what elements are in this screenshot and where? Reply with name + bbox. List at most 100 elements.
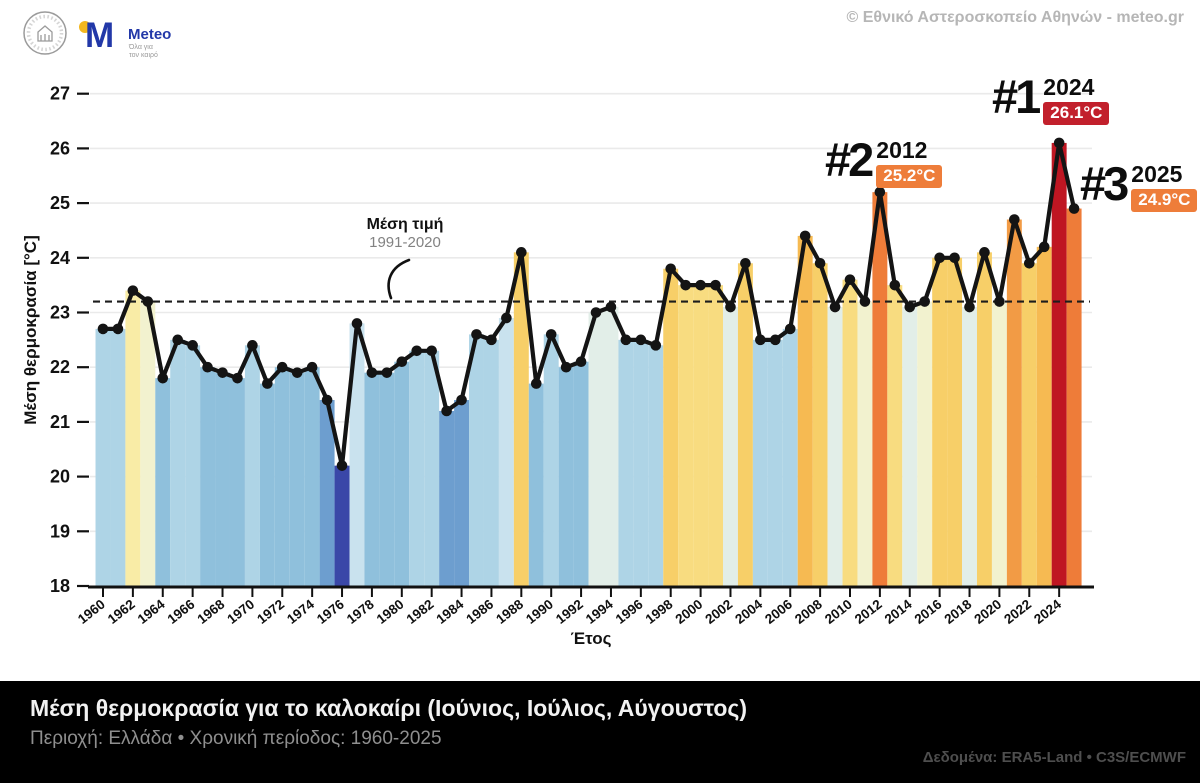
data-point-1967: [202, 361, 213, 373]
bar-1969: [229, 378, 245, 586]
x-tick-label: 1984: [433, 596, 466, 627]
bar-1971: [259, 383, 275, 586]
bar-1996: [633, 339, 649, 586]
annotation-rank-3: #3 2025 24.9°C: [1080, 157, 1198, 212]
bar-2021: [1006, 219, 1022, 586]
bar-2002: [723, 307, 738, 586]
x-tick-label: 1986: [463, 596, 496, 627]
x-tick-label: 2004: [732, 596, 765, 627]
x-axis-title: Έτος: [570, 629, 612, 648]
data-point-2019: [979, 247, 990, 258]
data-point-2007: [799, 230, 811, 242]
bar-1970: [244, 345, 260, 586]
data-point-2008: [814, 257, 826, 269]
x-tick-label: 1972: [254, 597, 287, 627]
bar-1978: [364, 372, 380, 586]
data-point-1991: [560, 361, 572, 373]
bar-1990: [543, 334, 559, 586]
annotation-rank-2: #2 2012 25.2°C: [825, 136, 943, 188]
bar-2003: [737, 263, 753, 586]
data-point-2012: [874, 186, 886, 198]
data-point-1978: [366, 367, 378, 378]
bar-2011: [857, 301, 873, 586]
y-tick-label: 27: [50, 84, 70, 104]
data-point-1969: [232, 372, 243, 384]
x-tick-label: 1974: [284, 596, 317, 627]
data-point-1999: [680, 279, 691, 291]
y-tick-label: 21: [50, 412, 70, 432]
data-point-1985: [471, 329, 482, 340]
bar-1964: [155, 378, 171, 586]
bar-1989: [528, 383, 544, 586]
bar-2015: [917, 301, 933, 586]
data-point-1995: [620, 334, 632, 346]
footer-bar: Μέση θερμοκρασία για το καλοκαίρι (Ιούνι…: [0, 681, 1200, 783]
meteo-logo-tagline: τον καιρό: [129, 52, 158, 59]
annotation-rank-1: #1 2024 26.1°C: [992, 70, 1110, 125]
x-tick-label: 1976: [314, 596, 347, 627]
meteo-logo: M Meteo Όλα για τον καιρό: [78, 12, 198, 60]
bar-1980: [394, 361, 410, 586]
x-tick-label: 1994: [583, 596, 616, 627]
chart-subtitle: Περιοχή: Ελλάδα • Χρονική περίοδος: 1960…: [30, 728, 442, 749]
data-point-2024: [1053, 137, 1065, 149]
bar-1988: [513, 252, 529, 586]
data-point-2003: [740, 257, 751, 269]
rank-number: #1: [992, 70, 1041, 123]
bar-1982: [424, 350, 440, 586]
data-point-2020: [994, 296, 1005, 307]
x-tick-label: 2024: [1031, 596, 1064, 627]
x-tick-label: 1992: [553, 597, 586, 627]
data-point-2014: [904, 301, 916, 313]
rank-number: #3: [1080, 157, 1129, 210]
bar-1999: [678, 285, 694, 586]
bar-2007: [797, 235, 813, 587]
bar-2000: [693, 285, 709, 586]
bar-1975: [319, 400, 335, 586]
x-tick-label: 1988: [493, 596, 526, 627]
data-source-text: Δεδομένα: ERA5-Land • C3S/ECMWF: [922, 749, 1186, 766]
data-point-2009: [829, 301, 841, 313]
bar-2019: [976, 252, 992, 586]
rank-year: 2012: [876, 137, 928, 163]
data-point-1994: [605, 301, 617, 313]
bar-1960: [95, 328, 111, 586]
data-point-1993: [590, 307, 602, 318]
meteo-logo-name: Meteo: [128, 26, 172, 43]
data-point-1988: [516, 247, 527, 258]
data-point-1966: [187, 340, 198, 351]
data-point-1998: [665, 263, 677, 275]
data-point-2004: [755, 334, 766, 346]
bar-1976: [334, 465, 350, 586]
data-point-1992: [575, 356, 587, 368]
x-tick-label: 2012: [852, 597, 885, 627]
data-point-1982: [426, 345, 437, 357]
bar-1997: [648, 345, 664, 586]
data-point-1960: [97, 323, 109, 335]
x-tick-label: 1966: [165, 596, 198, 627]
data-point-1970: [247, 340, 258, 351]
observatory-seal-logo: [22, 10, 68, 56]
bar-1963: [140, 301, 156, 586]
data-point-1996: [635, 334, 647, 346]
bar-1981: [409, 350, 425, 586]
bar-1961: [110, 328, 126, 586]
x-tick-label: 1982: [404, 597, 437, 627]
x-tick-label: 2000: [673, 597, 706, 627]
data-point-2000: [695, 279, 706, 291]
x-tick-label: 2008: [792, 596, 825, 627]
data-point-1990: [545, 329, 557, 340]
x-tick-label: 1970: [224, 597, 257, 627]
bar-1962: [125, 290, 141, 586]
bar-1972: [274, 367, 290, 586]
bar-1974: [304, 367, 320, 586]
bar-1968: [215, 372, 230, 586]
x-tick-label: 1964: [135, 596, 168, 627]
bar-1998: [663, 268, 679, 586]
bar-1977: [349, 323, 365, 586]
data-point-1961: [112, 323, 124, 335]
data-point-1997: [650, 340, 662, 351]
y-tick-label: 19: [50, 521, 70, 541]
data-point-1971: [262, 378, 273, 389]
